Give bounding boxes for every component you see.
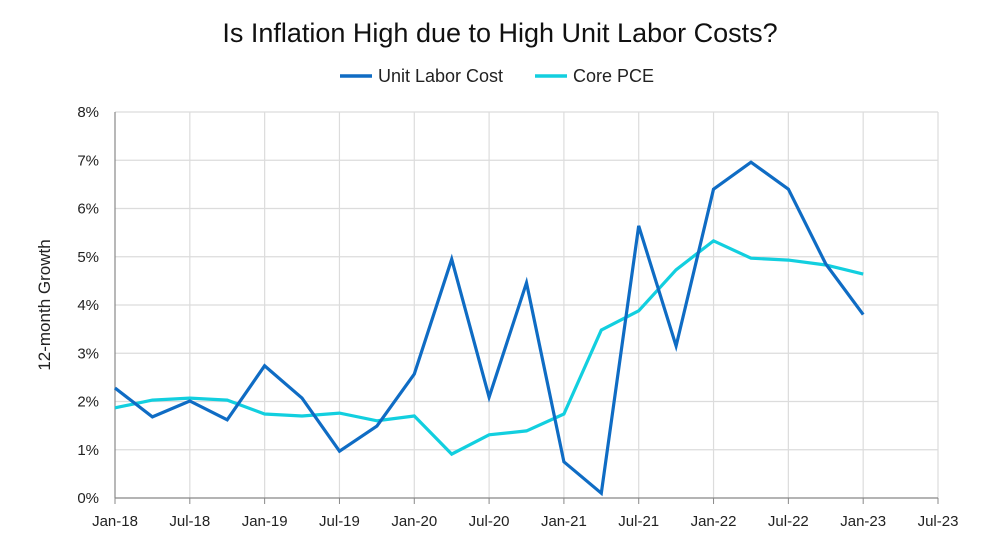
y-axis-ticks: 0% 1% 2% 3% 4% 5% 6% 7% 8% [77, 104, 99, 507]
y-tick-label: 2% [77, 394, 99, 411]
y-tick-label: 0% [77, 490, 99, 507]
legend: Unit Labor Cost Core PCE [340, 66, 654, 86]
x-tick-label: Jan-20 [391, 513, 437, 530]
x-tick-label: Jul-21 [618, 513, 659, 530]
x-axis-ticks: Jan-18 Jul-18 Jan-19 Jul-19 Jan-20 Jul-20 Jan-… [92, 498, 958, 530]
legend-label-core-pce: Core PCE [573, 66, 654, 86]
y-tick-label: 1% [77, 442, 99, 459]
x-tick-label: Jul-19 [319, 513, 360, 530]
x-tick-label: Jul-20 [469, 513, 510, 530]
x-tick-label: Jan-18 [92, 513, 138, 530]
x-tick-label: Jul-23 [918, 513, 959, 530]
y-axis-label: 12-month Growth [35, 239, 54, 370]
x-tick-label: Jan-23 [840, 513, 886, 530]
x-tick-label: Jul-22 [768, 513, 809, 530]
x-tick-label: Jul-18 [169, 513, 210, 530]
y-tick-label: 8% [77, 104, 99, 121]
series-lines [114, 160, 865, 497]
x-tick-label: Jan-21 [541, 513, 587, 530]
y-tick-label: 5% [77, 249, 99, 266]
chart-title: Is Inflation High due to High Unit Labor… [222, 18, 777, 48]
legend-label-unit-labor-cost: Unit Labor Cost [378, 66, 503, 86]
y-tick-label: 6% [77, 201, 99, 218]
y-tick-label: 7% [77, 152, 99, 169]
y-tick-label: 4% [77, 297, 99, 314]
y-tick-label: 3% [77, 345, 99, 362]
x-tick-label: Jan-19 [242, 513, 288, 530]
grid [114, 111, 939, 499]
x-tick-label: Jan-22 [691, 513, 737, 530]
